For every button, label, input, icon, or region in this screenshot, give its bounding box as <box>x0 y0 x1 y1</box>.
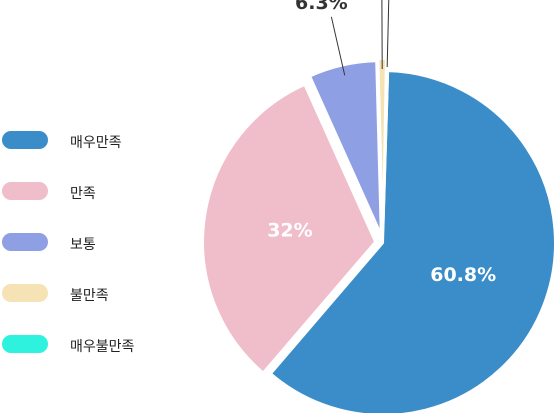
leader-line-보통 <box>330 16 346 76</box>
legend-swatch <box>2 182 48 200</box>
data-label-보통: 6.3% <box>295 0 348 14</box>
legend-swatch <box>2 284 48 302</box>
legend-label: 보통 <box>70 237 96 253</box>
pie-slices <box>202 56 555 413</box>
legend-swatch <box>2 131 48 149</box>
legend-swatch <box>2 335 48 353</box>
data-label-만족: 32% <box>267 220 312 242</box>
legend-label: 매우만족 <box>70 135 122 151</box>
legend-item-불만족[interactable]: 불만족 <box>0 281 200 305</box>
pie-slice-만족[interactable] <box>202 83 377 374</box>
legend-item-매우불만족[interactable]: 매우불만족 <box>0 332 200 356</box>
legend-item-보통[interactable]: 보통 <box>0 230 200 254</box>
data-labels: 60.8%32%6.3%0.7%0.2% <box>267 0 496 286</box>
leader-line-매우불만족 <box>386 0 390 68</box>
legend-label: 만족 <box>70 186 96 202</box>
leader-lines <box>330 0 390 76</box>
legend-item-매우만족[interactable]: 매우만족 <box>0 128 200 152</box>
legend-label: 불만족 <box>70 288 109 304</box>
legend-swatch <box>2 233 48 251</box>
legend-label: 매우불만족 <box>70 339 135 355</box>
data-label-매우만족: 60.8% <box>430 264 496 286</box>
legend-item-만족[interactable]: 만족 <box>0 179 200 203</box>
